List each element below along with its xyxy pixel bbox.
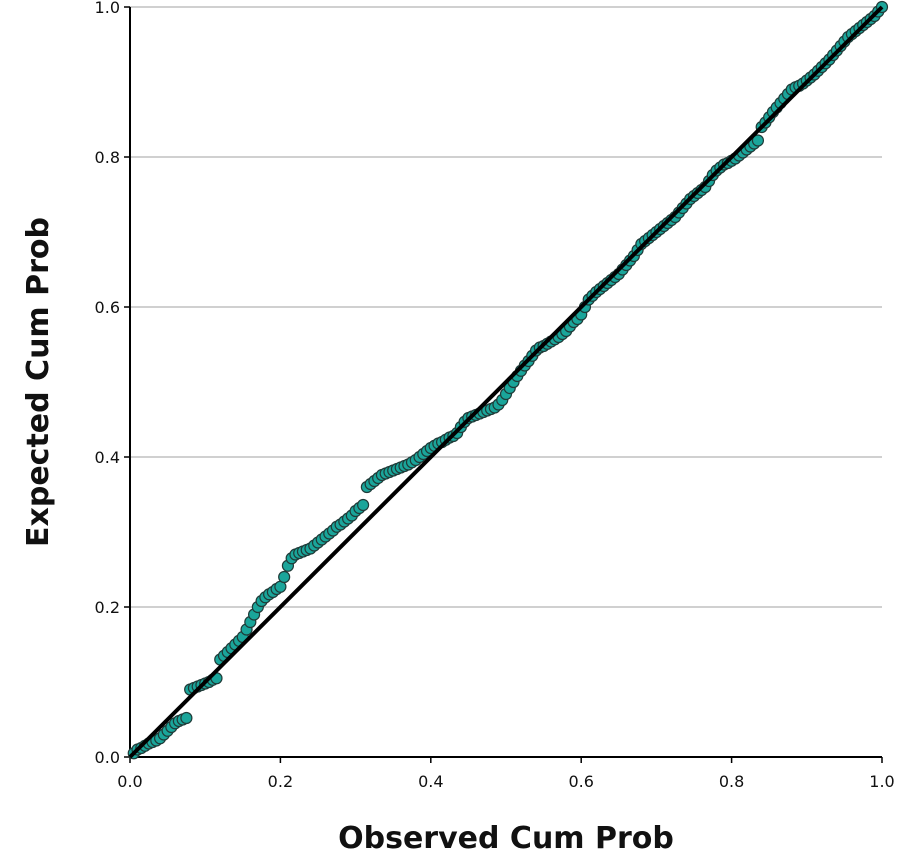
x-tick-label-1: 0.2 — [268, 772, 293, 791]
reference-line-layer — [128, 5, 884, 759]
reference-line — [128, 5, 884, 759]
x-axis-title: Observed Cum Prob — [338, 821, 674, 856]
data-point — [278, 570, 291, 584]
data-point — [357, 498, 370, 512]
x-tick-label-3: 0.6 — [568, 772, 593, 791]
y-tick-label-3: 0.6 — [95, 298, 120, 317]
y-tick-label-5: 1.0 — [95, 0, 120, 17]
y-tick-label-0: 0.0 — [95, 748, 120, 767]
y-tick-label-4: 0.8 — [95, 148, 120, 167]
data-point — [751, 134, 765, 147]
y-tick-label-2: 0.4 — [95, 448, 120, 467]
x-tick-label-0: 0.0 — [117, 772, 142, 791]
data-point — [180, 711, 193, 725]
x-tick-label-4: 0.8 — [719, 772, 744, 791]
x-tick-label-2: 0.4 — [418, 772, 443, 791]
x-tick-label-5: 1.0 — [869, 772, 894, 791]
axes — [129, 7, 882, 758]
y-axis-title: Expected Cum Prob — [21, 217, 56, 547]
y-tick-label-1: 0.2 — [95, 598, 120, 617]
tick-labels: 0.0 0.2 0.4 0.6 0.8 1.0 0.0 0.2 0.4 0.6 0.8 1.0 — [95, 0, 895, 791]
